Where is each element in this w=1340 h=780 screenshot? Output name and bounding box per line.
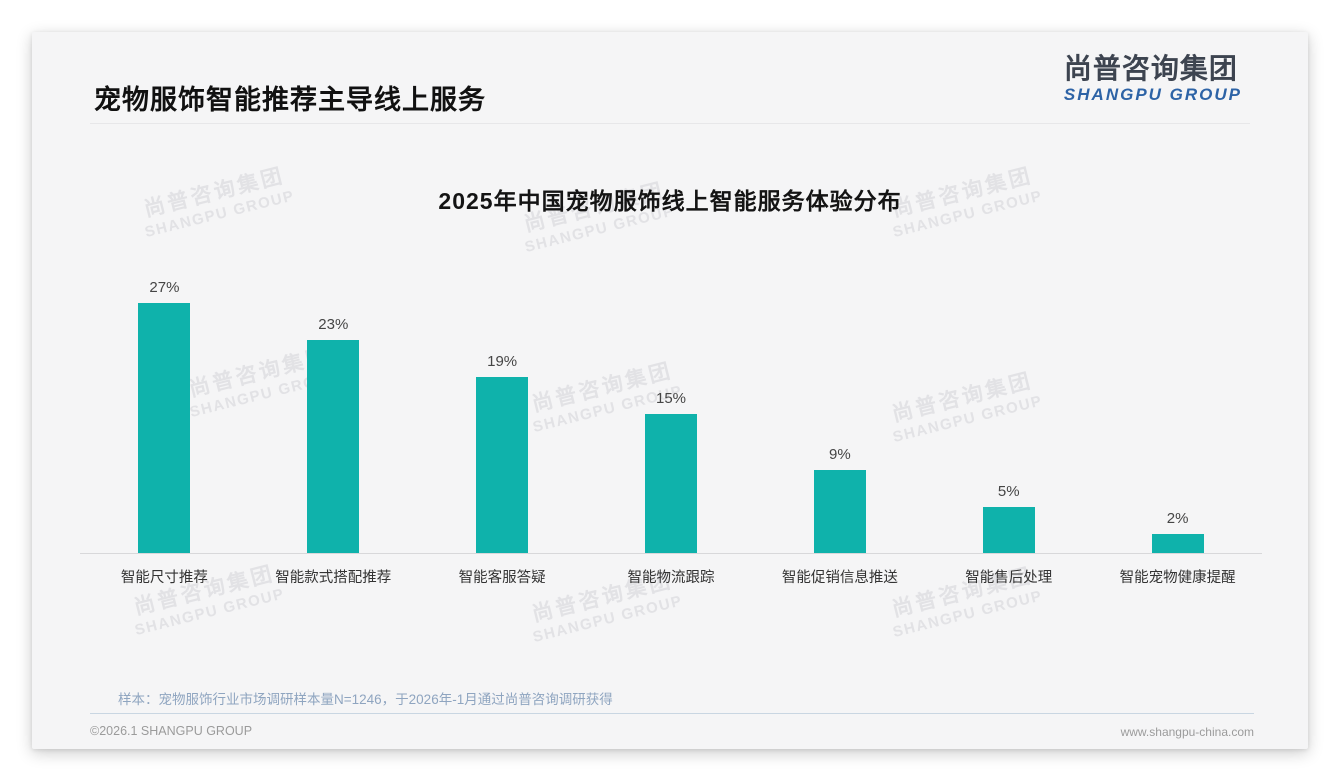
bar-group: 23%: [249, 263, 418, 553]
slide-card: 尚普咨询集团 SHANGPU GROUP 尚普咨询集团 SHANGPU GROUP 尚普…: [32, 32, 1308, 749]
sample-footnote: 样本：宠物服饰行业市场调研样本量N=1246，于2026年-1月通过尚普咨询调研…: [118, 692, 613, 707]
bar-value-label: 15%: [655, 390, 687, 408]
category-row: 智能尺寸推荐 智能款式搭配推荐 智能客服答疑 智能物流跟踪 智能促销信息推送 智能售后处理…: [80, 566, 1262, 587]
company-logo: 尚普咨询集团 SHANGPU GROUP: [1063, 53, 1242, 105]
bar: [476, 377, 529, 553]
bar: [645, 414, 697, 553]
logo-text-cn: 尚普咨询集团: [1063, 53, 1238, 84]
page-title: 宠物服饰智能推荐主导线上服务: [94, 85, 486, 115]
slide-content: 宠物服饰智能推荐主导线上服务 尚普咨询集团 SHANGPU GROUP 2025…: [32, 32, 1308, 749]
bar-group: 9%: [755, 263, 924, 553]
bar-group: 5%: [924, 263, 1093, 553]
bar: [813, 469, 866, 553]
chart-title: 2025年中国宠物服饰线上智能服务体验分布: [438, 188, 902, 214]
plot-area: 27% 23% 19% 15% 9% 5% 2%: [80, 263, 1262, 554]
bar-value-label: 23%: [318, 316, 349, 334]
footer-website: www.shangpu-china.com: [1120, 725, 1254, 739]
bar-value-label: 19%: [487, 353, 518, 371]
bar-group: 27%: [80, 263, 249, 553]
bar-value-label: 9%: [829, 445, 851, 463]
footer-divider: [90, 713, 1254, 714]
category-label: 智能尺寸推荐: [120, 570, 208, 586]
bar: [1151, 534, 1204, 553]
bar-group: 2%: [1093, 263, 1262, 553]
category-label: 智能款式搭配推荐: [275, 570, 392, 586]
category-label: 智能售后处理: [965, 570, 1053, 586]
category-label: 智能物流跟踪: [627, 570, 715, 586]
category-label: 智能客服答疑: [458, 570, 546, 586]
bar: [982, 506, 1035, 553]
bar: [138, 302, 191, 553]
bar-value-label: 5%: [997, 482, 1020, 500]
bar: [307, 340, 360, 553]
bar-group: 15%: [587, 263, 756, 553]
header-divider: [90, 123, 1250, 124]
bar-group: 19%: [418, 263, 587, 553]
logo-text-en: SHANGPU GROUP: [1063, 84, 1242, 104]
bar-value-label: 2%: [1166, 510, 1189, 528]
bar-value-label: 27%: [149, 278, 180, 296]
category-label: 智能促销信息推送: [781, 570, 898, 586]
footer-copyright: ©2026.1 SHANGPU GROUP: [90, 724, 253, 738]
category-label: 智能宠物健康提醒: [1119, 570, 1236, 586]
